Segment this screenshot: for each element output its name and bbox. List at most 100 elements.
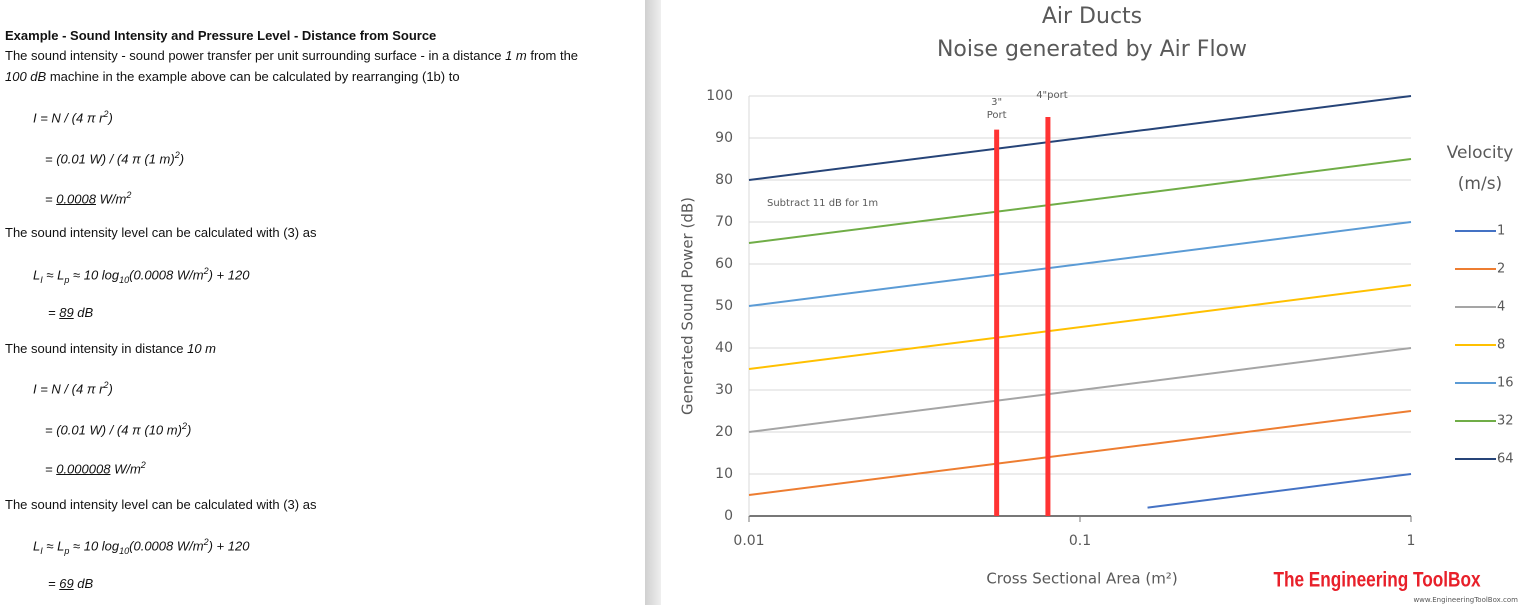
text-run: dB <box>73 576 94 591</box>
y-tick-label: 30 <box>715 382 733 398</box>
port-label: 3" <box>991 97 1002 108</box>
text-run: 2 <box>181 421 187 431</box>
text-line: The sound intensity level can be calcula… <box>5 497 316 512</box>
logo: The Engineering ToolBox <box>1273 569 1480 592</box>
text-run: (0.0008 W/m <box>129 538 204 554</box>
chart-subtitle: Noise generated by Air Flow <box>937 37 1247 62</box>
text-run: The sound intensity in distance <box>5 341 188 356</box>
text-run: = <box>48 576 60 591</box>
text-line: = 0.000008 W/m2 <box>45 460 146 476</box>
port-label: Port <box>987 110 1007 121</box>
text-line: Example - Sound Intensity and Pressure L… <box>5 28 436 43</box>
text-line: = (0.01 W) / (4 π (10 m)2) <box>45 421 191 437</box>
legend-title: (m/s) <box>1458 174 1502 194</box>
text-run: 89 <box>59 305 74 320</box>
text-run: = <box>45 191 57 207</box>
text-line: = 89 dB <box>48 305 93 320</box>
text-line: The sound intensity in distance 10 m <box>5 341 216 356</box>
text-run: ) + 120 <box>208 538 250 554</box>
text-run: ≈ 10 log <box>69 538 120 554</box>
y-tick-label: 70 <box>715 214 733 230</box>
text-run: ) <box>179 151 185 167</box>
port-label: 4"port <box>1036 90 1068 101</box>
legend-title: Velocity <box>1447 143 1514 163</box>
x-tick-label: 0.1 <box>1069 533 1091 549</box>
text-run: = (0.01 W) / (4 π (10 m) <box>45 422 182 438</box>
text-run: ≈ 10 log <box>69 267 120 283</box>
legend-label: 16 <box>1497 376 1514 391</box>
text-line: = 69 dB <box>48 576 93 591</box>
x-tick-label: 1 <box>1407 533 1416 549</box>
y-tick-label: 80 <box>715 172 733 188</box>
y-axis-title: Generated Sound Power (dB) <box>679 197 697 415</box>
text-run: ) <box>108 381 113 397</box>
text-line: LI ≈ Lp ≈ 10 log10(0.0008 W/m2) + 120 <box>33 537 249 556</box>
x-axis-title: Cross Sectional Area (m²) <box>986 570 1177 588</box>
text-run: W/m <box>95 191 127 207</box>
series-line <box>748 410 1412 496</box>
text-run: 0.000008 <box>56 461 111 477</box>
text-run: L <box>33 538 41 554</box>
text-run: 10 <box>119 274 130 285</box>
legend-label: 64 <box>1497 452 1514 467</box>
text-line: I = N / (4 π r2) <box>33 380 113 396</box>
text-run: The sound intensity level can be calcula… <box>5 225 317 240</box>
text-run: ) <box>108 110 113 126</box>
text-run: 10 m <box>187 341 217 356</box>
text-run: 2 <box>126 190 132 200</box>
text-run: dB <box>73 305 94 320</box>
text-run: I <box>40 545 43 556</box>
text-run: 0.0008 <box>56 191 96 207</box>
y-tick-label: 100 <box>706 88 733 104</box>
text-run: 2 <box>140 460 146 470</box>
chart-title: Air Ducts <box>1042 4 1142 29</box>
text-run: The sound intensity level can be calcula… <box>5 497 317 512</box>
y-tick-label: 50 <box>715 298 733 314</box>
text-run: ≈ L <box>42 538 65 554</box>
legend-label: 4 <box>1497 300 1505 315</box>
text-run: (0.0008 W/m <box>129 267 204 283</box>
text-run: p <box>64 545 70 556</box>
series-line <box>748 158 1412 244</box>
annotation: Subtract 11 dB for 1m <box>767 198 878 209</box>
y-tick-label: 90 <box>715 130 733 146</box>
text-run: 100 dB <box>5 69 47 84</box>
text-line: = 0.0008 W/m2 <box>45 190 131 206</box>
text-run: 2 <box>203 266 209 276</box>
text-run: = <box>48 305 60 320</box>
series-line <box>748 347 1412 433</box>
text-line: I = N / (4 π r2) <box>33 109 113 125</box>
text-run: 69 <box>59 576 74 591</box>
text-run: 2 <box>103 109 109 119</box>
text-run: = (0.01 W) / (4 π (1 m) <box>45 151 175 167</box>
legend-label: 32 <box>1497 414 1514 429</box>
text-run: 1 m <box>505 48 527 63</box>
text-line: The sound intensity level can be calcula… <box>5 225 316 240</box>
y-tick-label: 20 <box>715 424 733 440</box>
y-tick-label: 0 <box>724 508 733 524</box>
legend-label: 1 <box>1497 224 1505 239</box>
text-run: machine in the example above can be calc… <box>46 69 460 84</box>
text-run: 10 <box>119 545 130 556</box>
text-run: 2 <box>174 150 180 160</box>
text-run: W/m <box>110 461 141 477</box>
text-line: = (0.01 W) / (4 π (1 m)2) <box>45 150 184 166</box>
y-tick-label: 60 <box>715 256 733 272</box>
text-run: ) <box>186 422 192 438</box>
text-run: Example - Sound Intensity and Pressure L… <box>5 28 437 43</box>
text-run: p <box>64 274 70 285</box>
text-run: 2 <box>203 537 209 547</box>
text-run: from the <box>526 48 579 63</box>
text-run: ) + 120 <box>208 267 250 283</box>
text-line: LI ≈ Lp ≈ 10 log10(0.0008 W/m2) + 120 <box>33 266 249 285</box>
divider <box>645 0 661 605</box>
text-run: The sound intensity - sound power transf… <box>5 48 506 63</box>
text-run: L <box>33 267 41 283</box>
series-line <box>748 284 1412 370</box>
text-run: = <box>45 461 57 477</box>
y-tick-label: 10 <box>715 466 733 482</box>
legend-label: 8 <box>1497 338 1505 353</box>
chart: Air Ducts Noise generated by Air Flow 0 10 2… <box>679 4 1519 604</box>
text-run: I <box>40 274 43 285</box>
